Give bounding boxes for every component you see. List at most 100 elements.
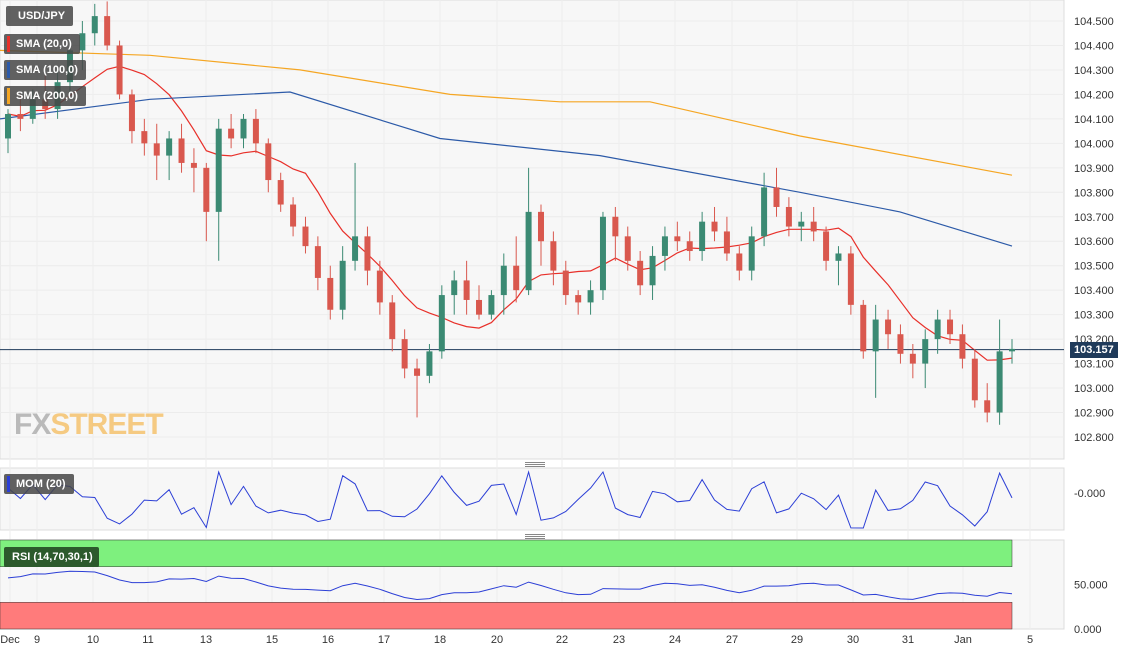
y-tick-label: 104.400 bbox=[1074, 40, 1114, 52]
candle-body bbox=[525, 211, 532, 291]
candle-body bbox=[885, 319, 892, 335]
candle-body bbox=[947, 319, 954, 335]
candle-body bbox=[537, 211, 544, 242]
candle-body bbox=[798, 221, 805, 227]
legend-sma-200[interactable]: SMA (200,0) bbox=[4, 86, 86, 106]
candle-body bbox=[637, 260, 644, 286]
candle-body bbox=[290, 204, 297, 227]
mom-label[interactable]: MOM (20) bbox=[4, 474, 74, 494]
y-tick-label: 104.200 bbox=[1074, 89, 1114, 101]
legend-sma-100-label: SMA (100,0) bbox=[16, 64, 78, 76]
x-tick-label: Jan bbox=[954, 634, 972, 646]
candle-body bbox=[699, 221, 706, 252]
y-tick-label: 103.400 bbox=[1074, 285, 1114, 297]
y-tick-label: 102.800 bbox=[1074, 432, 1114, 444]
symbol-label: USD/JPY bbox=[6, 6, 74, 26]
panel-splitter-1[interactable] bbox=[525, 462, 545, 467]
candle-body bbox=[302, 226, 309, 247]
x-tick-label: Dec bbox=[0, 634, 20, 646]
candle-body bbox=[203, 167, 210, 212]
candle-body bbox=[922, 339, 929, 364]
x-tick-label: 17 bbox=[378, 634, 390, 646]
x-tick-label: 9 bbox=[34, 634, 40, 646]
candle-body bbox=[624, 236, 631, 261]
candle-body bbox=[823, 231, 830, 261]
candle-body bbox=[414, 368, 421, 376]
candle-body bbox=[116, 45, 123, 95]
x-tick-label: 22 bbox=[556, 634, 568, 646]
x-tick-label: 31 bbox=[902, 634, 914, 646]
x-tick-label: 18 bbox=[434, 634, 446, 646]
y-tick-label: 103.300 bbox=[1074, 310, 1114, 322]
y-tick-label: 104.300 bbox=[1074, 65, 1114, 77]
x-tick-label: 13 bbox=[200, 634, 212, 646]
candle-body bbox=[909, 353, 916, 364]
candle-body bbox=[996, 351, 1003, 413]
candle-body bbox=[240, 118, 247, 139]
sma-200-swatch bbox=[7, 88, 10, 104]
candle-body bbox=[785, 206, 792, 227]
candle-body bbox=[934, 319, 941, 340]
rsi-y-tick: 50.000 bbox=[1074, 580, 1108, 592]
rsi-label[interactable]: RSI (14,70,30,1) bbox=[4, 547, 99, 567]
candle-body bbox=[488, 295, 495, 315]
candle-body bbox=[612, 216, 619, 237]
candle-body bbox=[1009, 348, 1015, 352]
rsi-overbought-zone bbox=[0, 539, 1013, 567]
y-tick-label: 103.800 bbox=[1074, 187, 1114, 199]
mom-line bbox=[7, 470, 1013, 529]
candle-body bbox=[860, 304, 867, 352]
candle-body bbox=[773, 187, 780, 207]
candle-body bbox=[277, 180, 284, 205]
candle-body bbox=[513, 265, 520, 291]
x-tick-label: 20 bbox=[491, 634, 503, 646]
y-tick-label: 104.100 bbox=[1074, 114, 1114, 126]
candle-body bbox=[128, 94, 135, 132]
x-tick-label: 23 bbox=[613, 634, 625, 646]
x-tick-label: 15 bbox=[266, 634, 278, 646]
candle-body bbox=[215, 128, 222, 212]
candle-body bbox=[265, 143, 272, 181]
candle-body bbox=[847, 253, 854, 305]
legend-sma-20-label: SMA (20,0) bbox=[16, 38, 72, 50]
candle-body bbox=[178, 138, 185, 163]
x-tick-label: 30 bbox=[847, 634, 859, 646]
x-tick-label: 11 bbox=[142, 634, 153, 646]
fxstreet-logo: FXSTREET bbox=[14, 408, 164, 441]
candle-body bbox=[141, 131, 148, 144]
candle-body bbox=[562, 270, 569, 296]
legend-sma-20[interactable]: SMA (20,0) bbox=[4, 34, 80, 54]
x-tick-label: 29 bbox=[791, 634, 803, 646]
sma-100-line bbox=[0, 91, 1013, 247]
candle-body bbox=[661, 236, 668, 256]
y-tick-label: 103.900 bbox=[1074, 163, 1114, 175]
y-tick-label: 103.500 bbox=[1074, 261, 1114, 273]
y-tick-label: 104.000 bbox=[1074, 138, 1114, 150]
candle-body bbox=[376, 270, 383, 303]
legend-sma-100[interactable]: SMA (100,0) bbox=[4, 60, 86, 80]
mom-panel bbox=[0, 467, 1065, 531]
candle-body bbox=[835, 253, 842, 261]
y-tick-label: 104.500 bbox=[1074, 16, 1114, 28]
rsi-y-tick: 0.000 bbox=[1074, 624, 1102, 636]
candle-body bbox=[649, 255, 656, 286]
legend-sma-200-label: SMA (200,0) bbox=[16, 90, 78, 102]
candle-body bbox=[587, 290, 594, 303]
candle-body bbox=[104, 16, 111, 46]
rsi-oversold-zone bbox=[0, 602, 1013, 630]
candle-body bbox=[327, 277, 334, 310]
candle-body bbox=[79, 33, 86, 51]
candle-body bbox=[500, 265, 507, 296]
main-panel bbox=[0, 0, 1065, 460]
candle-body bbox=[314, 246, 321, 278]
x-tick-label: 10 bbox=[87, 634, 99, 646]
candle-body bbox=[153, 143, 160, 156]
candle-body bbox=[476, 299, 483, 315]
candle-body bbox=[389, 302, 396, 340]
current-price-tag: 103.157 bbox=[1070, 342, 1118, 358]
candle-body bbox=[426, 351, 433, 376]
candle-body bbox=[686, 241, 693, 252]
candle-body bbox=[550, 241, 557, 271]
panel-splitter-2[interactable] bbox=[525, 534, 545, 539]
mom-y-tick: -0.000 bbox=[1074, 488, 1105, 500]
